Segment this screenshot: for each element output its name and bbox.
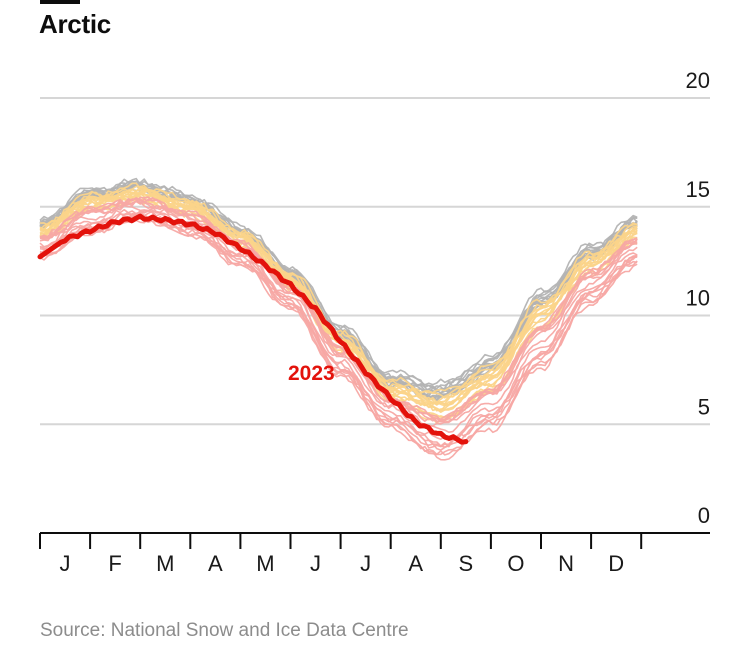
y-tick-label-5: 5 bbox=[698, 394, 710, 419]
year-line bbox=[39, 178, 638, 391]
annotation-2023: 2023 bbox=[288, 362, 335, 385]
x-tick-label-0: J bbox=[60, 551, 71, 576]
y-tick-label-0: 0 bbox=[698, 503, 710, 528]
x-tick-label-2: M bbox=[156, 551, 174, 576]
highlight-series-group bbox=[37, 213, 469, 445]
year-line bbox=[39, 204, 638, 433]
x-tick-label-5: J bbox=[310, 551, 321, 576]
x-tick-label-8: S bbox=[459, 551, 474, 576]
y-tick-label-15: 15 bbox=[686, 177, 710, 202]
year-line bbox=[39, 182, 638, 394]
source-note: Source: National Snow and Ice Data Centr… bbox=[40, 620, 409, 641]
y-tick-label-10: 10 bbox=[686, 286, 710, 311]
title-rule bbox=[40, 0, 80, 4]
background-series-group bbox=[39, 177, 638, 461]
chart-title: Arctic bbox=[39, 9, 111, 39]
x-tick-label-1: F bbox=[108, 551, 121, 576]
x-tick-label-9: O bbox=[507, 551, 524, 576]
chart-area: 0 5 10 15 20 J F M A M J J A S O N D 2023 bbox=[37, 68, 710, 576]
year-line bbox=[39, 211, 638, 449]
x-tick-label-4: M bbox=[256, 551, 274, 576]
year-line bbox=[39, 218, 638, 461]
series-2023-line bbox=[37, 213, 469, 445]
y-tick-label-20: 20 bbox=[686, 68, 710, 93]
x-tick-label-3: A bbox=[208, 551, 223, 576]
year-line bbox=[39, 210, 638, 451]
x-tick-label-7: A bbox=[408, 551, 423, 576]
year-line bbox=[39, 198, 638, 423]
year-line bbox=[39, 198, 638, 419]
x-tick-label-10: N bbox=[558, 551, 574, 576]
y-axis-ticks: 0 5 10 15 20 bbox=[686, 68, 710, 528]
x-tick-label-6: J bbox=[360, 551, 371, 576]
year-line bbox=[39, 198, 638, 424]
x-tick-label-11: D bbox=[608, 551, 624, 576]
year-line bbox=[39, 208, 638, 442]
year-line bbox=[39, 198, 638, 427]
